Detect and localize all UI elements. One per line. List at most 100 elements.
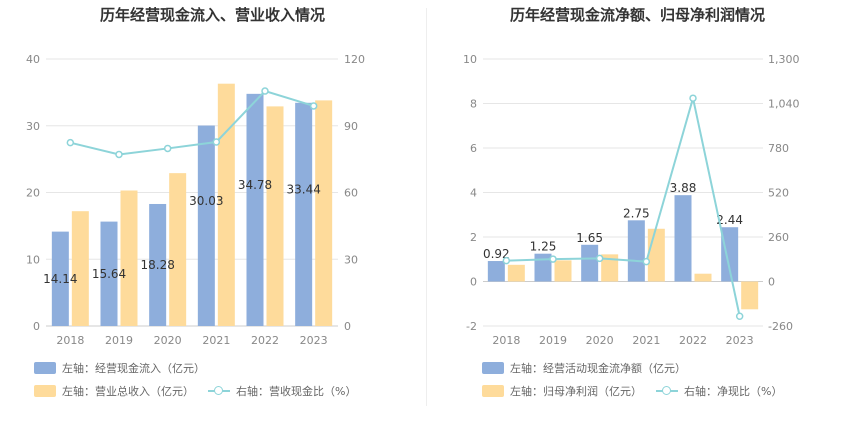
data-label: 1.65: [576, 231, 603, 245]
right-tick-label: -260: [768, 320, 793, 333]
data-labels: 0.92 1.25 1.65 2.75 3.88 2.44: [483, 181, 743, 261]
panel-divider: [426, 8, 427, 406]
series-line: [70, 89, 314, 156]
left-tick-label: 6: [470, 142, 477, 155]
chart-panel-net-cash-flow: 历年经营现金流净额、归母净利润情况 -2 0 2 4 6 8 10 -260 0 260 520 78…: [425, 0, 850, 437]
left-tick-label: 0: [470, 276, 477, 289]
right-tick-label: 120: [344, 53, 365, 66]
bar: [295, 102, 313, 327]
x-tick-label: 2018: [492, 334, 520, 347]
legend-swatch: [34, 362, 56, 374]
chart-panel-cash-inflow: 历年经营现金流入、营业收入情况 0 10 20 30 40 0 30 60 90 120 2018 2…: [26, 6, 370, 399]
line-point: [595, 254, 604, 263]
legend-label: 左轴：营业总收入（亿元）: [62, 385, 194, 398]
legend-item[interactable]: 右轴：营收现金比（%）: [208, 383, 356, 399]
data-label: 2.44: [716, 213, 743, 227]
bar: [601, 254, 619, 282]
x-tick-label: 2023: [726, 334, 754, 347]
right-tick-label: 0: [768, 276, 775, 289]
bar: [554, 260, 572, 282]
data-label: 14.14: [43, 272, 77, 286]
line-point: [689, 94, 697, 102]
legend-row: 左轴：归母净利润（亿元） 右轴：净现比（%）: [482, 383, 796, 399]
legend-label: 左轴：经营现金流入（亿元）: [62, 362, 205, 375]
left-tick-label: -2: [466, 320, 477, 333]
bar: [315, 100, 333, 326]
bars: [51, 83, 333, 327]
line-point: [549, 255, 557, 263]
right-tick-label: 1,300: [768, 53, 800, 66]
right-tick-label: 1,040: [768, 98, 800, 111]
axis-labels: -2 0 2 4 6 8 10 -260 0 260 520 780 1,040 1,300 2018 201…: [463, 53, 800, 347]
line-point: [212, 138, 221, 146]
data-label: 33.44: [286, 182, 320, 196]
left-tick-label: 40: [26, 53, 40, 66]
legend-row: 左轴：营业总收入（亿元） 右轴：营收现金比（%）: [34, 383, 370, 399]
bar: [169, 173, 187, 326]
left-tick-label: 30: [26, 120, 40, 133]
x-tick-label: 2022: [679, 334, 707, 347]
x-tick-label: 2018: [56, 334, 84, 347]
right-tick-label: 0: [344, 320, 351, 333]
bar: [741, 281, 759, 310]
legend-label: 右轴：净现比（%）: [684, 385, 783, 398]
legend-label: 右轴：营收现金比（%）: [236, 385, 357, 398]
right-tick-label: 260: [768, 231, 789, 244]
left-tick-label: 4: [470, 187, 477, 200]
x-tick-label: 2020: [154, 334, 182, 347]
data-label: 15.64: [92, 267, 126, 281]
bar: [120, 190, 138, 326]
bar: [534, 253, 552, 282]
bar: [694, 273, 712, 282]
legend-item[interactable]: 左轴：归母净利润（亿元）: [482, 383, 642, 399]
legend-swatch: [482, 385, 504, 397]
grid: [483, 58, 763, 327]
axis-labels: 0 10 20 30 40 0 30 60 90 120 2018 2019 2020 2021 2022 2…: [26, 53, 365, 347]
line-point: [66, 138, 75, 147]
left-tick-label: 8: [470, 98, 477, 111]
left-tick-label: 10: [463, 53, 477, 66]
x-tick-label: 2019: [105, 334, 133, 347]
legend-label: 左轴：经营活动现金流净额（亿元）: [510, 362, 686, 375]
x-tick-label: 2023: [300, 334, 328, 347]
bar: [71, 211, 89, 326]
bar: [266, 106, 284, 326]
line-point: [735, 312, 744, 320]
grid: [46, 58, 338, 327]
legend-swatch: [482, 362, 504, 374]
line-point: [502, 256, 511, 265]
right-tick-label: 60: [344, 187, 358, 200]
left-tick-label: 20: [26, 187, 40, 200]
bar: [51, 231, 69, 326]
bar: [217, 83, 235, 326]
data-label: 2.75: [623, 206, 650, 220]
data-label: 0.92: [483, 247, 510, 261]
legend-label: 左轴：归母净利润（亿元）: [510, 385, 642, 398]
bar: [647, 228, 665, 282]
right-tick-label: 90: [344, 120, 358, 133]
data-label: 1.25: [530, 240, 557, 254]
left-tick-label: 0: [33, 320, 40, 333]
line-point: [115, 150, 123, 159]
data-label: 3.88: [670, 181, 697, 195]
series-line: [506, 97, 741, 317]
bar: [246, 93, 264, 326]
legend-swatch: [34, 385, 56, 397]
legend-item[interactable]: 右轴：净现比（%）: [656, 383, 782, 399]
bar: [507, 264, 525, 282]
x-tick-label: 2021: [202, 334, 230, 347]
line-point: [163, 144, 172, 153]
legend-line-swatch: [208, 385, 230, 397]
legend-line-swatch: [656, 385, 678, 397]
legend-item[interactable]: 左轴：营业总收入（亿元）: [34, 383, 194, 399]
data-labels: 14.14 15.64 18.28 30.03 34.78 33.44: [43, 178, 321, 286]
data-label: 30.03: [189, 194, 223, 208]
legend-item[interactable]: 左轴：经营现金流入（亿元）: [34, 360, 205, 376]
data-label: 18.28: [140, 258, 174, 272]
bar: [487, 261, 505, 282]
left-tick-label: 10: [26, 253, 40, 266]
legend-item[interactable]: 左轴：经营活动现金流净额（亿元）: [482, 360, 686, 376]
bar: [100, 221, 118, 326]
line-point: [642, 257, 651, 266]
left-tick-label: 2: [470, 231, 477, 244]
